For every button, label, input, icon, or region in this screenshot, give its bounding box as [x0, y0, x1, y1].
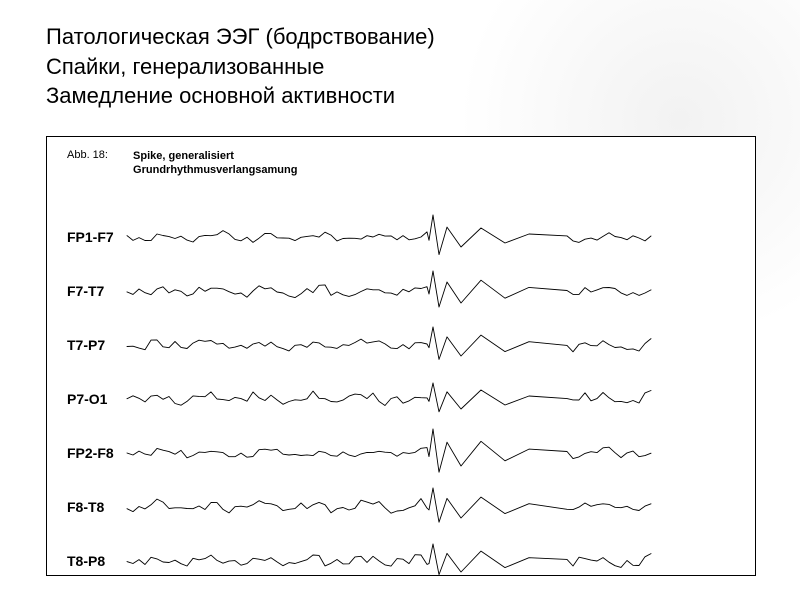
title-line2: Спайки, генерализованные [46, 52, 800, 82]
figure-caption: Spike, generalisiert Grundrhythmusverlan… [133, 149, 297, 178]
eeg-trace [127, 209, 735, 265]
eeg-trace [127, 425, 735, 481]
channel-label: T7-P7 [67, 337, 105, 353]
channel-label: F8-T8 [67, 499, 104, 515]
channel-label: FP2-F8 [67, 445, 114, 461]
eeg-trace [127, 533, 735, 589]
title-line3: Замедление основной активности [46, 81, 800, 111]
title-block: Патологическая ЭЭГ (бодрствование) Спайк… [0, 0, 800, 121]
figure-abb: Abb. 18: [67, 149, 108, 161]
eeg-chart-frame: Abb. 18: Spike, generalisiert Grundrhyth… [46, 136, 756, 576]
channel-label: F7-T7 [67, 283, 104, 299]
eeg-trace [127, 479, 735, 535]
eeg-trace [127, 263, 735, 319]
channel-label: FP1-F7 [67, 229, 114, 245]
channel-label: T8-P8 [67, 553, 105, 569]
figure-caption-line1: Spike, generalisiert [133, 150, 234, 162]
eeg-trace [127, 371, 735, 427]
figure-header: Abb. 18: Spike, generalisiert Grundrhyth… [67, 149, 297, 178]
eeg-trace [127, 317, 735, 373]
figure-caption-line2: Grundrhythmusverlangsamung [133, 164, 297, 176]
channel-label: P7-O1 [67, 391, 107, 407]
title-line1: Патологическая ЭЭГ (бодрствование) [46, 22, 800, 52]
